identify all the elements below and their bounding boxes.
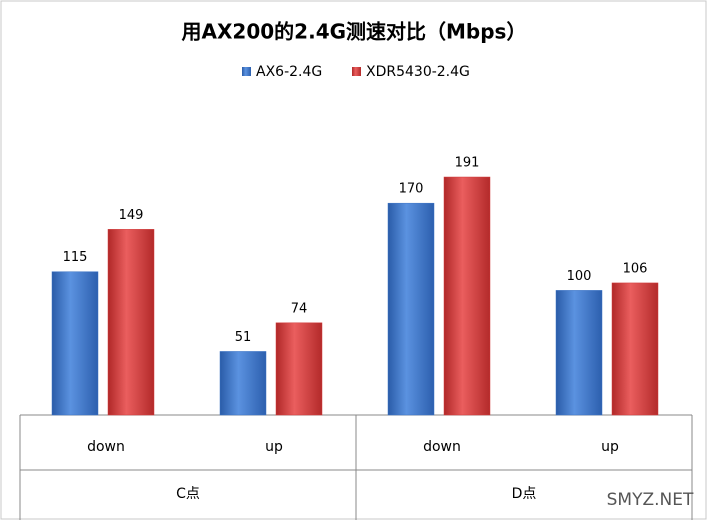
legend-label: XDR5430-2.4G — [366, 64, 470, 80]
value-label: 51 — [235, 330, 252, 345]
group-label: D点 — [512, 486, 537, 502]
x-tick-label: up — [265, 439, 283, 455]
value-label: 74 — [291, 301, 308, 316]
legend-swatch — [352, 67, 361, 76]
legend-swatch — [242, 67, 251, 76]
bar — [555, 290, 603, 416]
bar — [611, 282, 659, 416]
bar — [387, 202, 435, 416]
bar — [107, 229, 155, 416]
x-tick-label: down — [87, 439, 125, 455]
bar — [219, 351, 267, 416]
watermark: SMYZ.NET — [607, 490, 694, 510]
group-label: C点 — [176, 486, 200, 502]
value-label: 106 — [623, 261, 648, 276]
value-label: 191 — [455, 156, 480, 171]
value-label: 149 — [119, 208, 144, 223]
x-tick-label: down — [423, 439, 461, 455]
x-tick-label: up — [601, 439, 619, 455]
legend-label: AX6-2.4G — [256, 64, 322, 80]
bar — [275, 322, 323, 416]
value-label: 115 — [63, 250, 88, 265]
value-label: 100 — [567, 269, 592, 284]
bar — [443, 176, 491, 416]
bar — [51, 271, 99, 416]
value-label: 170 — [399, 182, 424, 197]
chart-title: 用AX200的2.4G测速对比（Mbps） — [182, 20, 527, 44]
